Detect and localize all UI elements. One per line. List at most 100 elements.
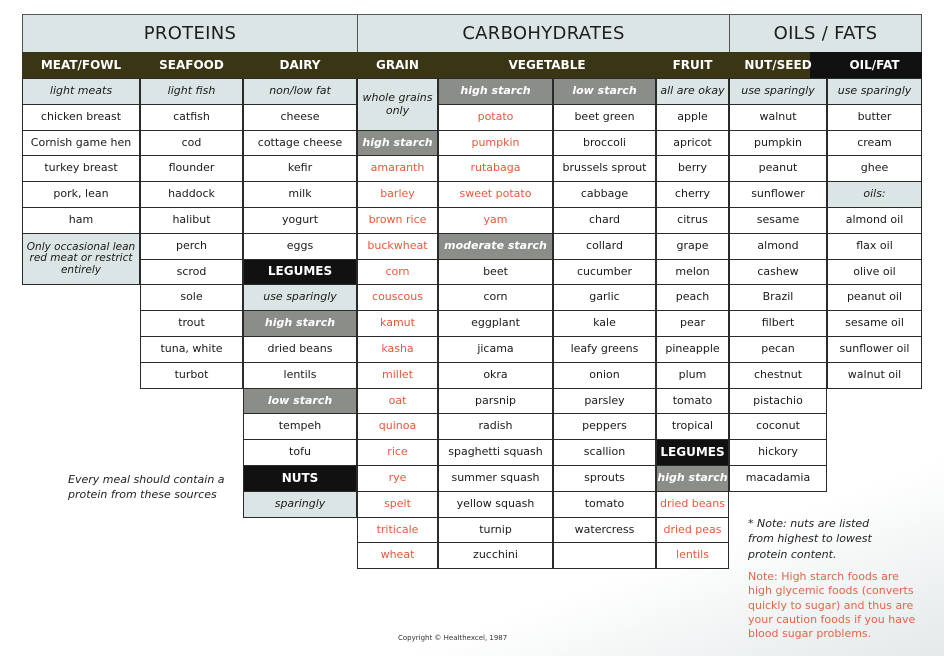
category-bar-dark — [810, 52, 922, 78]
fruit-legume-item: dried peas — [656, 517, 729, 543]
nuts-note: * Note: nuts are listed from highest to … — [748, 517, 872, 561]
fruit-item: apple — [656, 104, 729, 131]
oil-item: peanut oil — [827, 284, 922, 311]
veg-low-item: tomato — [553, 491, 656, 518]
category-meat: MEAT/FOWL — [40, 58, 122, 72]
grain-item: quinoa — [357, 413, 438, 440]
fruit-item: apricot — [656, 130, 729, 156]
meat-item: turkey breast — [22, 155, 140, 182]
section-title-carbohydrates: CARBOHYDRATES — [357, 14, 730, 53]
veg-high-item: potato — [438, 104, 553, 131]
grain-item: kamut — [357, 310, 438, 337]
nut-item: chestnut — [729, 362, 827, 389]
grain-item: rice — [357, 439, 438, 466]
nut-item: pistachio — [729, 388, 827, 414]
veg-moderate-item: jicama — [438, 336, 553, 363]
veg-moderate-starch-header: moderate starch — [438, 233, 553, 260]
oil-item: walnut oil — [827, 362, 922, 389]
veg-moderate-item: eggplant — [438, 310, 553, 337]
fruit-legume-item: lentils — [656, 542, 729, 569]
seafood-item: perch — [140, 233, 243, 260]
seafood-item: scrod — [140, 259, 243, 285]
oil-item: cream — [827, 130, 922, 156]
meat-note: Only occasional lean red meat or restric… — [22, 233, 140, 285]
fruit-item: melon — [656, 259, 729, 285]
nut-item: walnut — [729, 104, 827, 131]
dairy-item: eggs — [243, 233, 357, 260]
dairy-item: kefir — [243, 155, 357, 182]
dairy-item: yogurt — [243, 207, 357, 234]
category-fruit: FRUIT — [672, 58, 713, 72]
fruit-item: peach — [656, 284, 729, 311]
category-bar — [22, 52, 829, 78]
veg-low-item: scallion — [553, 439, 656, 466]
veg-low-item — [553, 542, 656, 569]
veg-low-item: onion — [553, 362, 656, 389]
veg-moderate-item: spaghetti squash — [438, 439, 553, 466]
meat-item: ham — [22, 207, 140, 234]
fruit-item: cherry — [656, 181, 729, 208]
legume-item: lentils — [243, 362, 357, 389]
nut-item: almond — [729, 233, 827, 260]
grain-item: millet — [357, 362, 438, 389]
seafood-item: haddock — [140, 181, 243, 208]
meat-subheader: light meats — [22, 78, 140, 105]
nut-item: coconut — [729, 413, 827, 440]
section-title-oils-fats: OILS / FATS — [729, 14, 922, 53]
veg-moderate-item: summer squash — [438, 465, 553, 492]
fruit-item: citrus — [656, 207, 729, 234]
veg-low-item: beet green — [553, 104, 656, 131]
oil-item: flax oil — [827, 233, 922, 260]
veg-low-item: watercress — [553, 517, 656, 543]
meat-item: chicken breast — [22, 104, 140, 131]
oils-subheader: oils: — [827, 181, 922, 208]
veg-low-item: cucumber — [553, 259, 656, 285]
fruit-item: plum — [656, 362, 729, 389]
veg-low-item: kale — [553, 310, 656, 337]
veg-moderate-item: yellow squash — [438, 491, 553, 518]
veg-low-item: broccoli — [553, 130, 656, 156]
legume-item: tofu — [243, 439, 357, 466]
veg-low-item: leafy greens — [553, 336, 656, 363]
grain-item: brown rice — [357, 207, 438, 234]
grain-item: spelt — [357, 491, 438, 518]
nut-item: pumpkin — [729, 130, 827, 156]
veg-low-item: collard — [553, 233, 656, 260]
nut-subheader: use sparingly — [729, 78, 827, 105]
veg-moderate-item: beet — [438, 259, 553, 285]
dairy-item: cheese — [243, 104, 357, 131]
category-vegetable: VEGETABLE — [508, 58, 586, 72]
oil-item: butter — [827, 104, 922, 131]
legume-item: dried beans — [243, 336, 357, 363]
grain-item: triticale — [357, 517, 438, 543]
grain-item: rye — [357, 465, 438, 492]
seafood-subheader: light fish — [140, 78, 243, 105]
legumes-header: LEGUMES — [243, 259, 357, 285]
veg-low-item: sprouts — [553, 465, 656, 492]
veg-moderate-item: radish — [438, 413, 553, 440]
nuts-header: NUTS — [243, 465, 357, 492]
veg-moderate-item: parsnip — [438, 388, 553, 414]
nut-item: peanut — [729, 155, 827, 182]
veg-moderate-item: turnip — [438, 517, 553, 543]
nut-item: sunflower — [729, 181, 827, 208]
category-grain: GRAIN — [376, 58, 419, 72]
grain-item: barley — [357, 181, 438, 208]
fruit-item: pineapple — [656, 336, 729, 363]
veg-moderate-item: okra — [438, 362, 553, 389]
nut-item: sesame — [729, 207, 827, 234]
nut-item: pecan — [729, 336, 827, 363]
veg-low-starch-header: low starch — [553, 78, 656, 105]
oil-subheader: use sparingly — [827, 78, 922, 105]
veg-low-item: cabbage — [553, 181, 656, 208]
seafood-item: tuna, white — [140, 336, 243, 363]
nut-item: macadamia — [729, 465, 827, 492]
grain-item: corn — [357, 259, 438, 285]
nut-item: filbert — [729, 310, 827, 337]
meat-item: pork, lean — [22, 181, 140, 208]
grain-subheader: whole grains only — [357, 78, 438, 131]
fruit-item: berry — [656, 155, 729, 182]
meat-item: Cornish game hen — [22, 130, 140, 156]
grain-item: oat — [357, 388, 438, 414]
oil-item: sesame oil — [827, 310, 922, 337]
